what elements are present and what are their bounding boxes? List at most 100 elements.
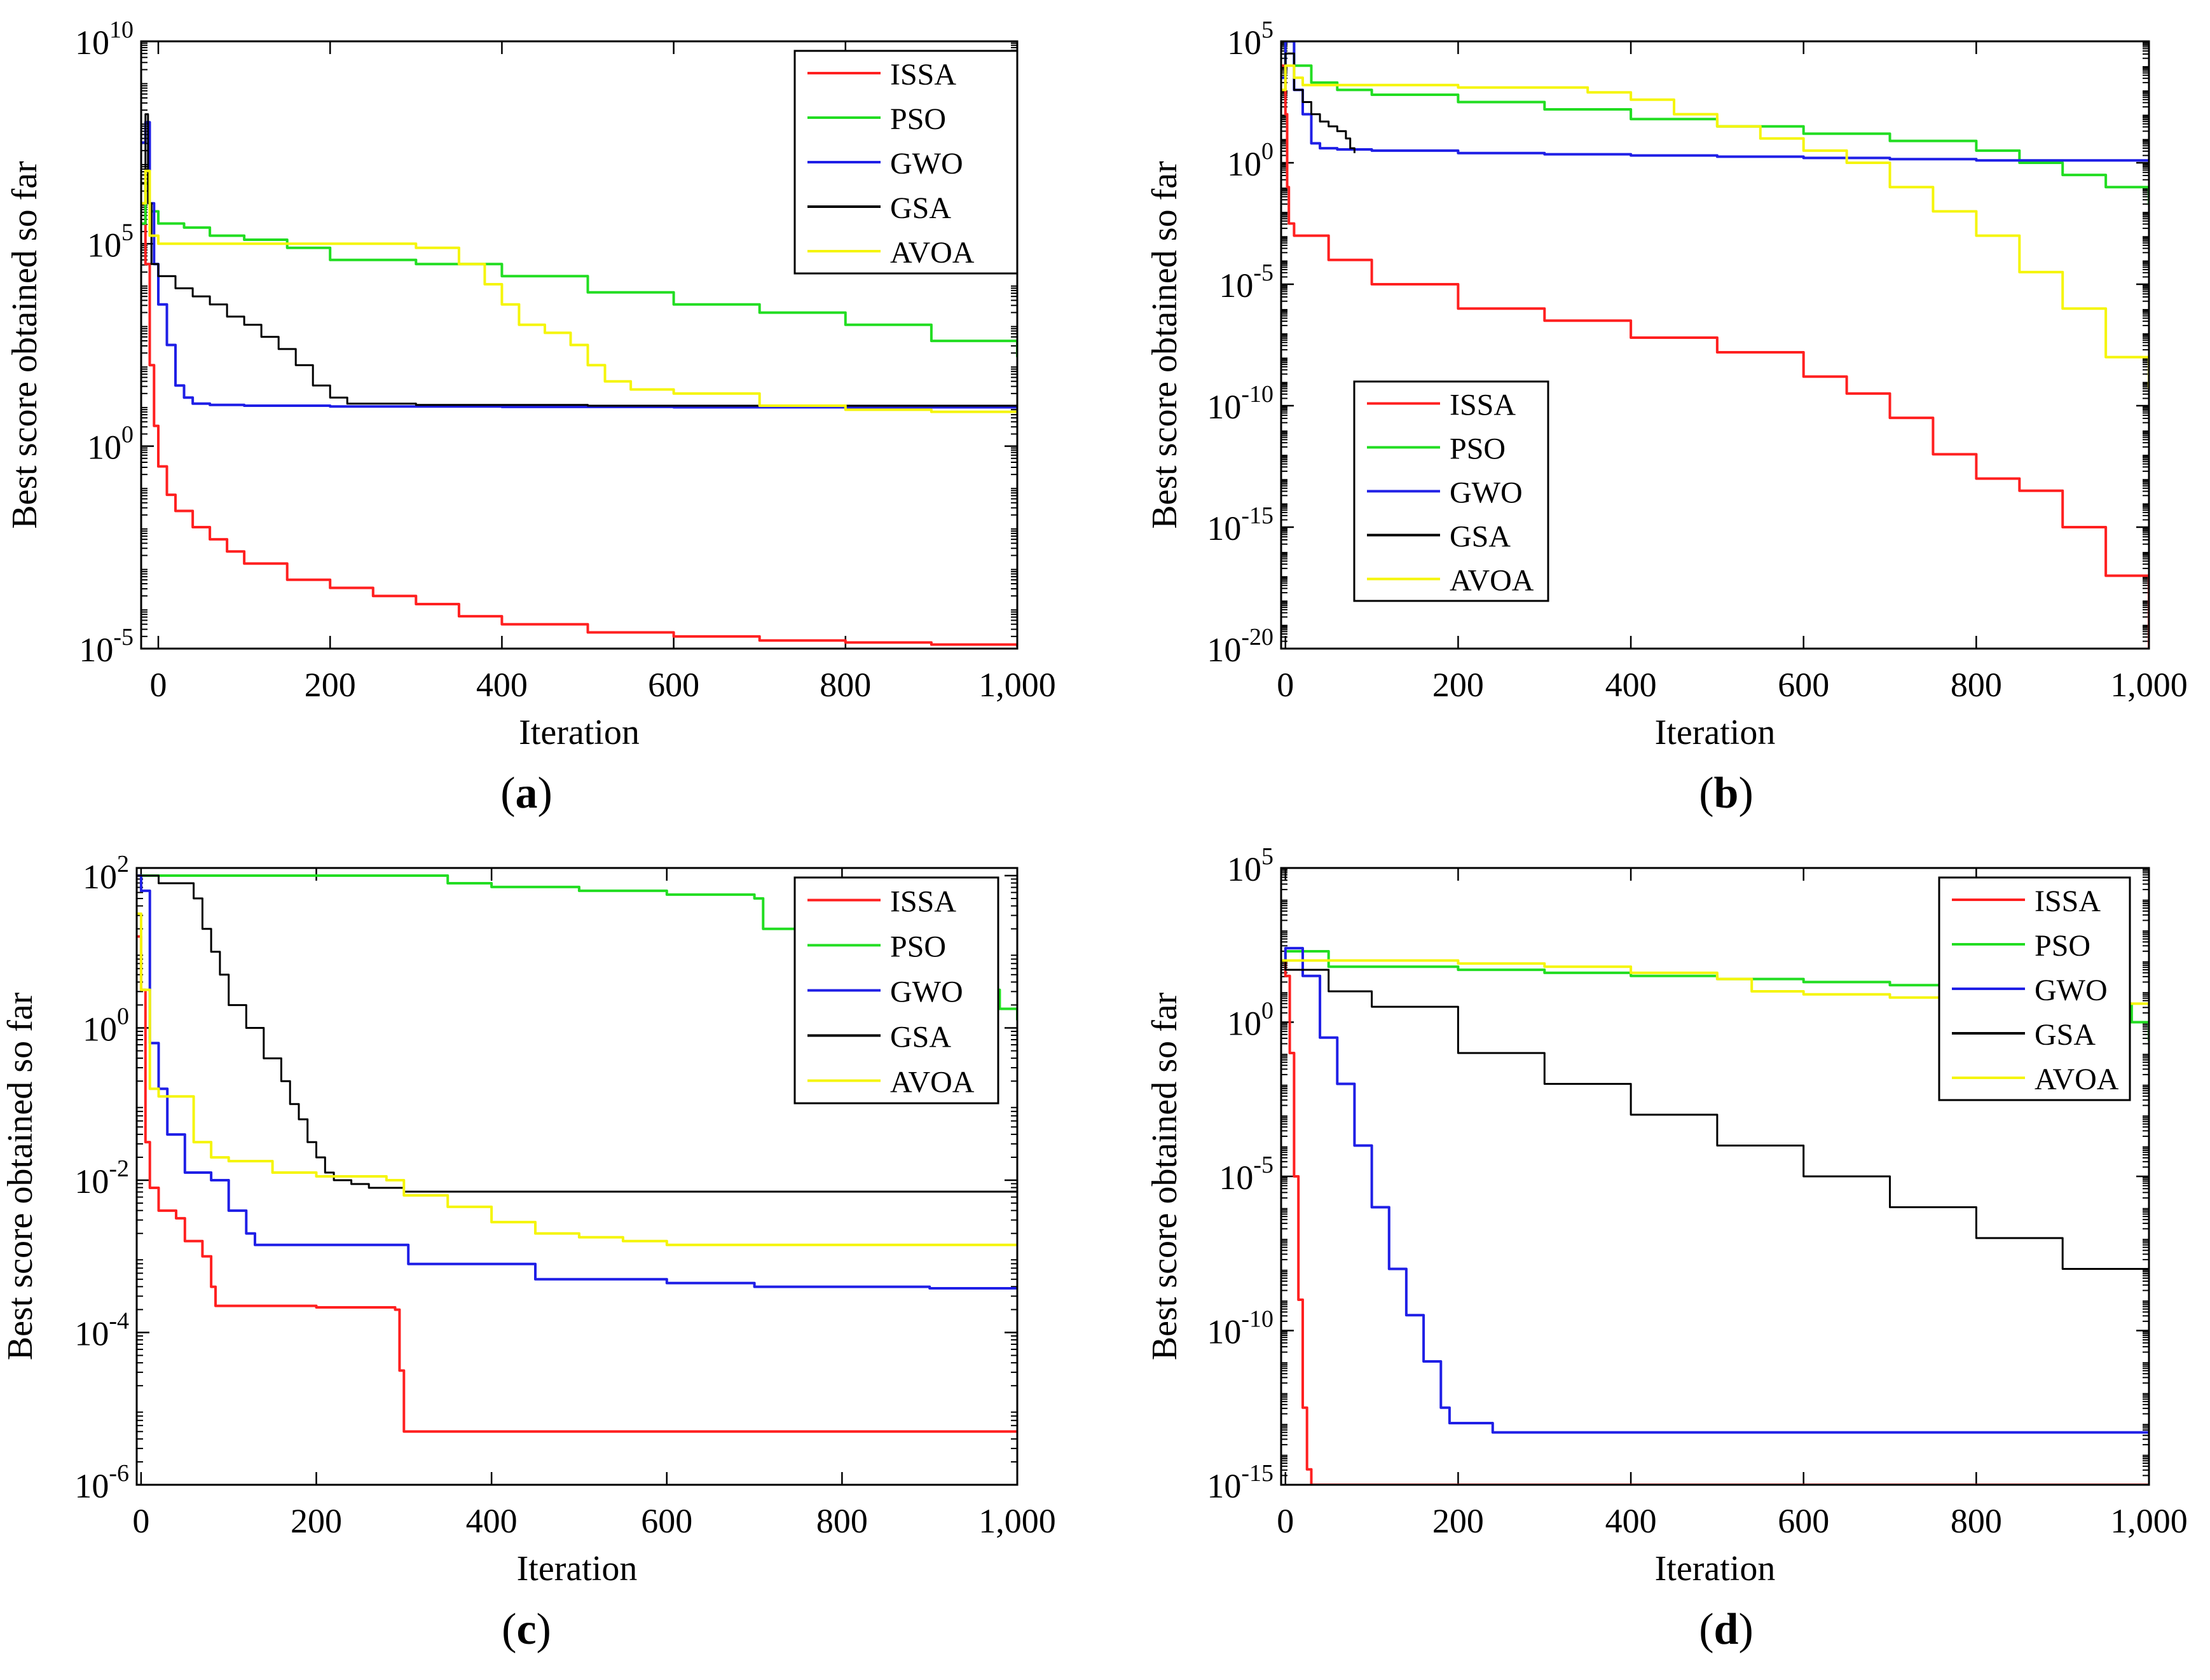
caption-letter: d	[1714, 1605, 1739, 1654]
panel-caption: (c)	[502, 1605, 551, 1654]
y-axis-label: Best score obtained so far	[5, 161, 45, 529]
y-tick-exponent: -2	[109, 1155, 129, 1182]
y-tick-label: 105	[1227, 843, 1273, 888]
panel-caption: (d)	[1699, 1605, 1754, 1654]
series-line-issa	[1281, 959, 2149, 1485]
y-tick-label: 100	[1227, 138, 1273, 183]
series-line-gsa	[1281, 52, 1356, 153]
legend: ISSA PSO GWO GSA AVOA	[793, 50, 1019, 275]
y-axis-label: Best score obtained so far	[1145, 992, 1184, 1360]
legend-label-pso: PSO	[2035, 929, 2090, 963]
y-tick-base: 10	[83, 858, 117, 896]
y-tick-exponent: -20	[1241, 624, 1273, 651]
y-tick-base: 10	[1219, 1159, 1253, 1197]
y-tick-base: 10	[74, 1162, 109, 1201]
y-tick-base: 10	[1207, 631, 1241, 669]
x-tick-label: 200	[291, 1502, 342, 1540]
y-tick-label: 100	[87, 422, 134, 467]
legend: ISSA PSO GWO GSA AVOA	[793, 876, 999, 1105]
y-tick-label: 1010	[75, 17, 134, 62]
x-tick-label: 600	[1778, 666, 1829, 704]
legend-label-gwo: GWO	[2035, 974, 2108, 1007]
y-tick-base: 10	[1207, 388, 1241, 426]
plot-frame	[140, 40, 1019, 650]
legend-label-pso: PSO	[1450, 432, 1506, 466]
legend-label-avoa: AVOA	[1450, 564, 1534, 598]
y-tick-base: 10	[83, 1010, 117, 1048]
y-tick-base: 10	[1227, 1005, 1261, 1043]
caption-paren-open: (	[1699, 769, 1713, 818]
x-tick-label: 400	[466, 1502, 518, 1540]
y-tick-label: 10-6	[74, 1460, 129, 1505]
caption-paren-close: )	[538, 769, 552, 818]
y-tick-base: 10	[79, 631, 113, 669]
legend-label-gwo: GWO	[890, 975, 963, 1009]
legend-label-gwo: GWO	[890, 147, 963, 181]
x-axis-label: Iteration	[519, 713, 640, 752]
x-tick-label: 800	[816, 1502, 868, 1540]
y-tick-exponent: 5	[1261, 17, 1273, 43]
caption-paren-open: (	[500, 769, 515, 818]
y-tick-base: 10	[1227, 145, 1261, 183]
x-tick-label: 400	[1605, 666, 1657, 704]
legend-label-gsa: GSA	[890, 191, 951, 225]
y-tick-label: 10-5	[1219, 1152, 1273, 1197]
y-tick-exponent: 5	[1261, 843, 1273, 870]
y-tick-base: 10	[1207, 1467, 1241, 1505]
y-tick-base: 10	[74, 1314, 109, 1353]
series-line-avoa	[137, 912, 1017, 1246]
x-tick-label: 400	[476, 666, 528, 704]
y-tick-label: 102	[83, 851, 129, 896]
legend-label-avoa: AVOA	[890, 1066, 975, 1099]
legend-label-pso: PSO	[890, 930, 946, 964]
legend: ISSA PSO GWO GSA AVOA	[1938, 876, 2131, 1101]
y-tick-base: 10	[1207, 1313, 1241, 1351]
x-axis-label: Iteration	[1655, 713, 1776, 752]
series-line-gsa	[137, 874, 1017, 1193]
panel-caption: (b)	[1699, 769, 1754, 818]
plot-frame	[135, 867, 1019, 1486]
x-tick-label: 200	[1432, 666, 1484, 704]
legend-box	[793, 876, 999, 1105]
y-tick-exponent: -5	[1253, 259, 1273, 286]
y-tick-base: 10	[1219, 266, 1253, 305]
x-axis-label: Iteration	[517, 1549, 638, 1588]
y-tick-exponent: -15	[1241, 1460, 1273, 1487]
caption-paren-open: (	[1699, 1605, 1713, 1654]
series-line-gwo	[141, 121, 1017, 409]
y-tick-label: 10-4	[74, 1307, 129, 1353]
y-tick-label: 10-5	[1219, 259, 1273, 305]
x-tick-label: 600	[641, 1502, 692, 1540]
legend-label-issa: ISSA	[1450, 389, 1516, 422]
x-tick-label: 600	[648, 666, 699, 704]
x-tick-label: 800	[1951, 1502, 2002, 1540]
x-tick-label: 800	[820, 666, 871, 704]
y-tick-base: 10	[87, 429, 121, 467]
y-tick-base: 10	[87, 226, 121, 264]
caption-paren-open: (	[502, 1605, 516, 1654]
y-tick-exponent: -5	[113, 624, 134, 651]
legend-label-gsa: GSA	[2035, 1018, 2096, 1052]
series-line-issa	[137, 935, 1017, 1433]
y-tick-exponent: 0	[1261, 138, 1273, 165]
legend-label-pso: PSO	[890, 102, 946, 136]
series-group	[141, 113, 1017, 647]
y-tick-label: 10-2	[74, 1155, 129, 1201]
legend-label-avoa: AVOA	[2035, 1063, 2119, 1096]
series-line-issa	[141, 202, 1017, 647]
x-tick-label: 0	[132, 1502, 149, 1540]
series-line-issa	[1281, 64, 2149, 649]
series-line-pso	[1281, 41, 2149, 204]
x-tick-label: 400	[1605, 1502, 1657, 1540]
y-tick-label: 10-5	[79, 624, 134, 669]
caption-letter: c	[516, 1605, 536, 1654]
y-tick-label: 10-15	[1207, 502, 1273, 547]
legend-label-issa: ISSA	[2035, 885, 2101, 918]
y-tick-label: 100	[83, 1003, 129, 1048]
y-tick-exponent: 0	[1261, 998, 1273, 1024]
x-axis-label: Iteration	[1655, 1549, 1776, 1588]
y-tick-exponent: 0	[117, 1003, 129, 1029]
